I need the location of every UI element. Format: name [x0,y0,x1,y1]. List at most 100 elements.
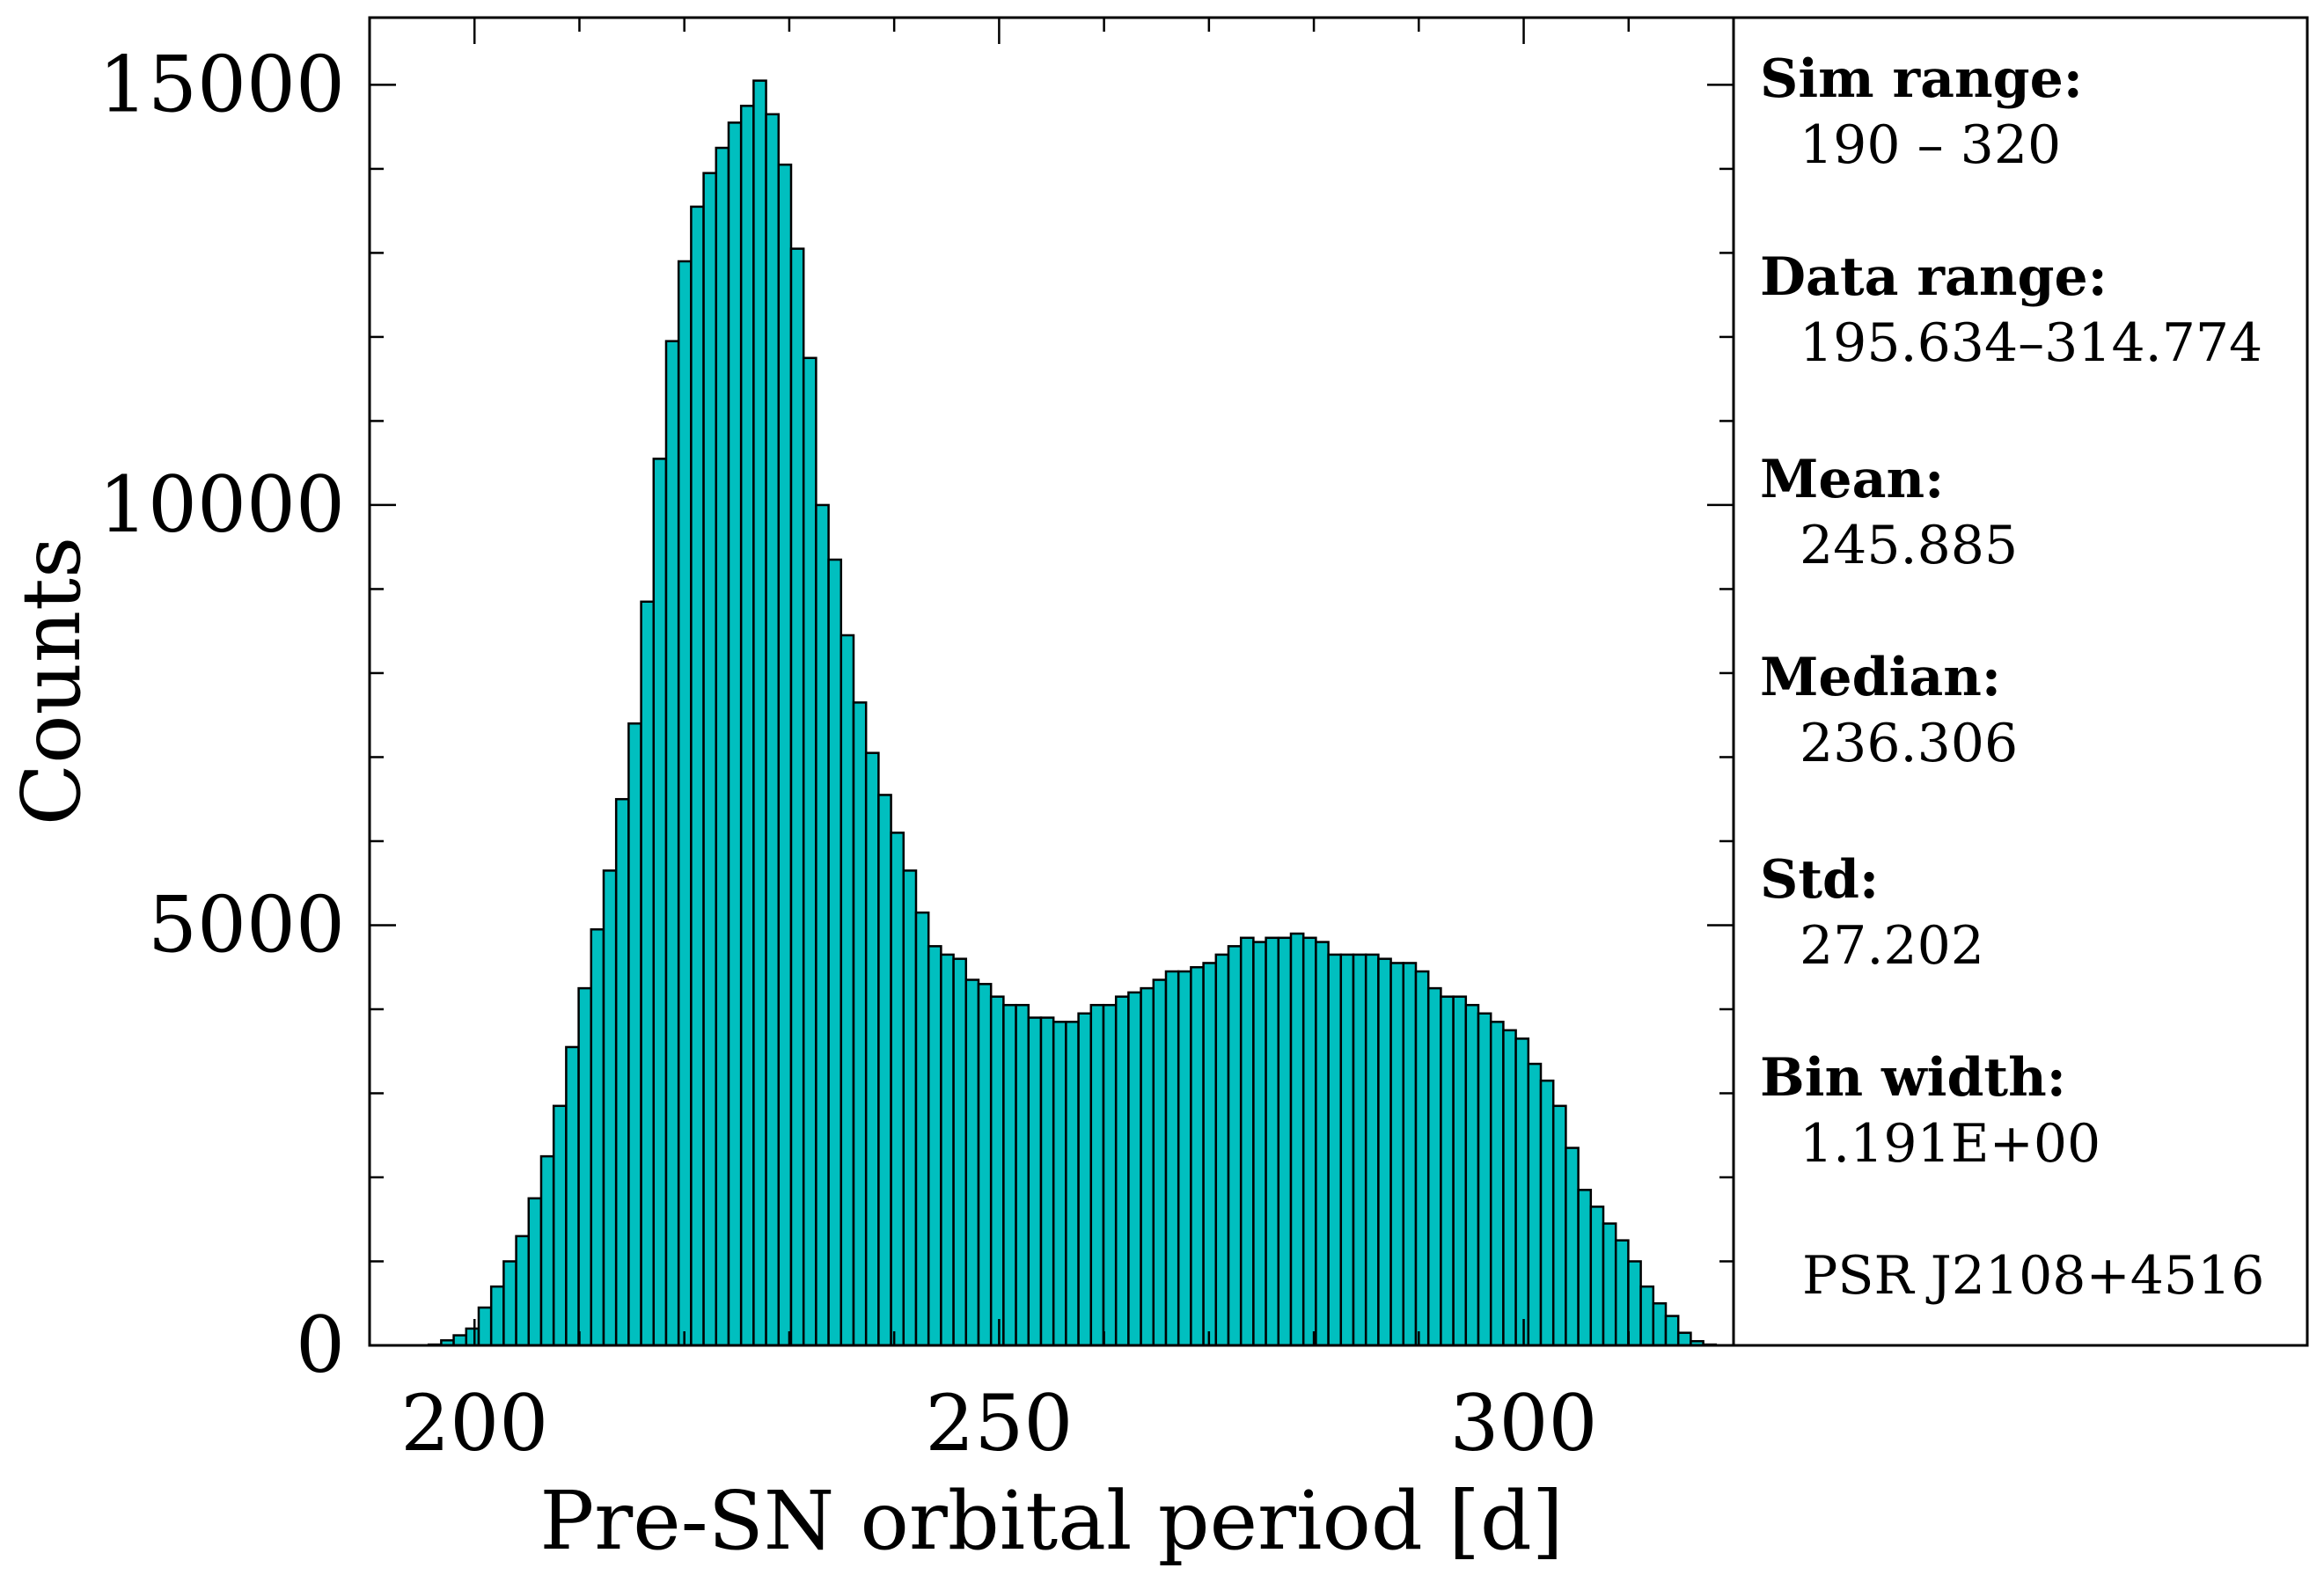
histogram-bar [765,113,781,1347]
histogram-bar [602,869,618,1347]
histogram-bar [1565,1147,1580,1347]
histogram-bar [477,1306,493,1347]
histogram-bar [1652,1302,1668,1347]
histogram-bar [752,79,767,1347]
histogram-bar [539,1154,555,1347]
histogram-bar [1077,1012,1093,1347]
histogram-bar [815,503,830,1347]
y-axis-ticks: 0 5000 10000 15000 [99,39,1734,1390]
histogram-bar [1539,1079,1555,1347]
histogram-bar [1527,1062,1543,1347]
histogram-bar [1676,1331,1692,1347]
histogram-bar [552,1104,568,1347]
histogram-bar [489,1285,505,1347]
histogram-bar [1277,936,1293,1347]
histogram-bar [1464,1003,1480,1347]
histogram-bar [1426,986,1442,1347]
histogram-bar [1164,970,1180,1347]
histogram-bar [1239,936,1255,1347]
histogram-bar [664,340,680,1347]
histogram-bar [1252,941,1267,1347]
histogram-bar [852,701,868,1347]
histogram-bar [789,247,805,1347]
histogram-bar [565,1045,580,1347]
histogram-bar [1052,1021,1067,1347]
histogram-bar [715,146,730,1347]
std-label: Std: [1760,849,1879,911]
histogram-bar [1489,1021,1505,1347]
histogram-bar [1140,986,1155,1347]
histogram-bar [1602,1222,1617,1347]
histogram-bar [1614,1239,1630,1347]
histogram-bar [1514,1037,1530,1347]
sim-range-label: Sim range: [1760,48,2083,110]
histogram-bar [1177,970,1192,1347]
histogram-bar [1551,1104,1567,1347]
histogram-bar [1502,1029,1517,1347]
median-value: 236.306 [1800,713,2018,774]
object-name: PSR J2108+4516 [1802,1245,2264,1307]
histogram-bar [652,458,668,1347]
x-axis-label: Pre-SN orbital period [d] [539,1474,1563,1568]
histogram-bar [1065,1021,1080,1347]
histogram-bar [465,1327,480,1347]
bin-width-value: 1.191E+00 [1800,1113,2100,1175]
histogram-bar [1102,1003,1118,1347]
histogram-bar [690,205,705,1347]
y-tick-label: 5000 [148,879,345,970]
data-range-label: Data range: [1760,246,2108,308]
histogram-bar [1301,936,1317,1347]
histogram-bar [864,751,880,1347]
histogram-bar [1015,1003,1030,1347]
histogram-bar [1002,1003,1017,1347]
histogram-bar [527,1197,543,1347]
histogram-bar [777,163,793,1347]
histogram-bar [1127,991,1142,1347]
x-axis-ticks: 200 250 300 [368,18,1735,1469]
x-tick-label: 200 [400,1378,548,1469]
histogram-bar [1389,962,1405,1347]
histogram-bar [927,945,942,1347]
mean-label: Mean: [1760,449,1944,510]
y-tick-label: 15000 [99,39,345,129]
histogram-bar [1027,1016,1043,1347]
histogram-bar [890,832,905,1347]
histogram-bar [940,953,955,1347]
histogram-bar [877,794,892,1347]
bin-width-label: Bin width: [1760,1047,2066,1109]
histogram-bar [1327,953,1343,1347]
median-label: Median: [1760,647,2001,708]
data-range-value: 195.634–314.774 [1800,312,2262,374]
histogram-bar [914,911,930,1347]
histogram-bar [739,105,755,1347]
histogram-bar [902,869,918,1347]
histogram-bar [839,634,855,1347]
histogram-bar [1477,1012,1492,1347]
histogram-bar [577,986,593,1347]
histogram-bar [640,600,656,1347]
histogram-bar [1627,1260,1642,1347]
histogram-bar [977,983,993,1347]
histogram-bar [1089,1003,1105,1347]
x-tick-label: 250 [925,1378,1073,1469]
histogram-bar [1039,1016,1055,1347]
histogram-bar [827,558,843,1347]
histogram-bar [1265,936,1280,1347]
histogram-bar [1339,953,1355,1347]
histogram-bar [1352,953,1367,1347]
std-value: 27.202 [1800,915,1984,977]
histogram-bar [502,1260,517,1347]
histogram-bar [452,1334,468,1347]
histogram-bar [627,722,642,1347]
histogram-bar [1414,970,1430,1347]
x-tick-label: 300 [1450,1378,1598,1469]
mean-value: 245.885 [1800,515,2018,576]
histogram-bar [1190,965,1205,1347]
histogram-bar [1402,962,1418,1347]
histogram-bar [1214,953,1230,1347]
histogram-bar [515,1235,531,1347]
histogram-bar [1202,962,1218,1347]
y-tick-label: 0 [296,1300,345,1390]
sim-range-value: 190 – 320 [1800,114,2061,176]
histogram-bars [427,79,1718,1347]
